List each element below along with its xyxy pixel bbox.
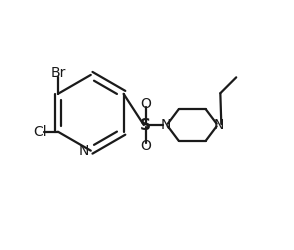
- Text: O: O: [140, 97, 151, 111]
- Text: N: N: [79, 144, 89, 158]
- Text: N: N: [160, 118, 171, 132]
- Text: S: S: [140, 118, 151, 132]
- Text: O: O: [140, 139, 151, 153]
- Text: N: N: [214, 118, 224, 132]
- Text: Br: Br: [50, 66, 66, 80]
- Text: Cl: Cl: [33, 125, 46, 139]
